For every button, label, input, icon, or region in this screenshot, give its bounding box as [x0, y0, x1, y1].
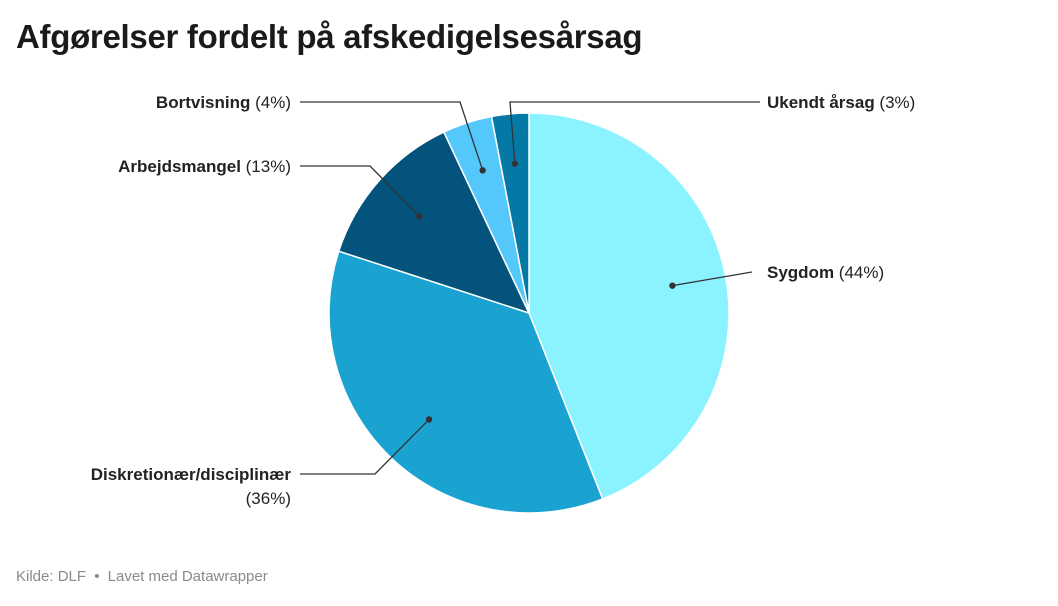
leader-line-ukendt-arsag: [509, 101, 760, 164]
slice-label-ukendt-arsag: Ukendt årsag (3%): [767, 93, 915, 112]
pie-slices: [328, 112, 730, 514]
leader-line-bortvisning: [300, 101, 484, 171]
chart-footer: Kilde: DLF • Lavet med Datawrapper: [16, 568, 268, 585]
slice-labels: Sygdom (44%) Diskretionær/disciplinær (36%…: [91, 93, 916, 508]
slice-label-name: Ukendt årsag: [767, 93, 875, 112]
leader-line-arbejdsmangel: [300, 165, 420, 217]
credit-link[interactable]: Lavet med Datawrapper: [107, 568, 268, 585]
slice-label-value: (36%): [246, 489, 291, 508]
chart-title: Afgørelser fordelt på afskedigelsesårsag: [16, 18, 643, 55]
slice-label-diskretionaer-disciplinaer: Diskretionær/disciplinær (36%): [91, 465, 292, 508]
pie-slice-sygdom[interactable]: [528, 112, 730, 500]
slice-label-value: (4%): [250, 93, 291, 112]
leader-lines: [300, 101, 760, 475]
leader-line-sygdom: [672, 271, 753, 287]
pie-slice-ukendt-arsag[interactable]: [490, 112, 530, 314]
slice-label-value: (44%): [834, 263, 884, 282]
slice-label-value: (3%): [875, 93, 916, 112]
leader-line-diskretionaer-disciplinaer: [300, 418, 430, 475]
slice-label-sygdom: Sygdom (44%): [767, 263, 884, 282]
footer-separator: •: [94, 568, 100, 585]
slice-label-name: Diskretionær/disciplinær: [91, 465, 292, 484]
slice-label-name: Bortvisning: [156, 93, 250, 112]
slice-label-name: Sygdom: [767, 263, 834, 282]
pie-slice-arbejdsmangel[interactable]: [337, 131, 531, 315]
slice-label-value: (13%): [241, 157, 291, 176]
slice-label-name: Arbejdsmangel: [118, 157, 241, 176]
slice-label-bortvisning: Bortvisning (4%): [156, 93, 291, 112]
slice-label-arbejdsmangel: Arbejdsmangel (13%): [118, 157, 291, 176]
pie-slice-diskretionaer-disciplinaer[interactable]: [328, 250, 604, 514]
source-text: Kilde: DLF: [16, 568, 87, 585]
